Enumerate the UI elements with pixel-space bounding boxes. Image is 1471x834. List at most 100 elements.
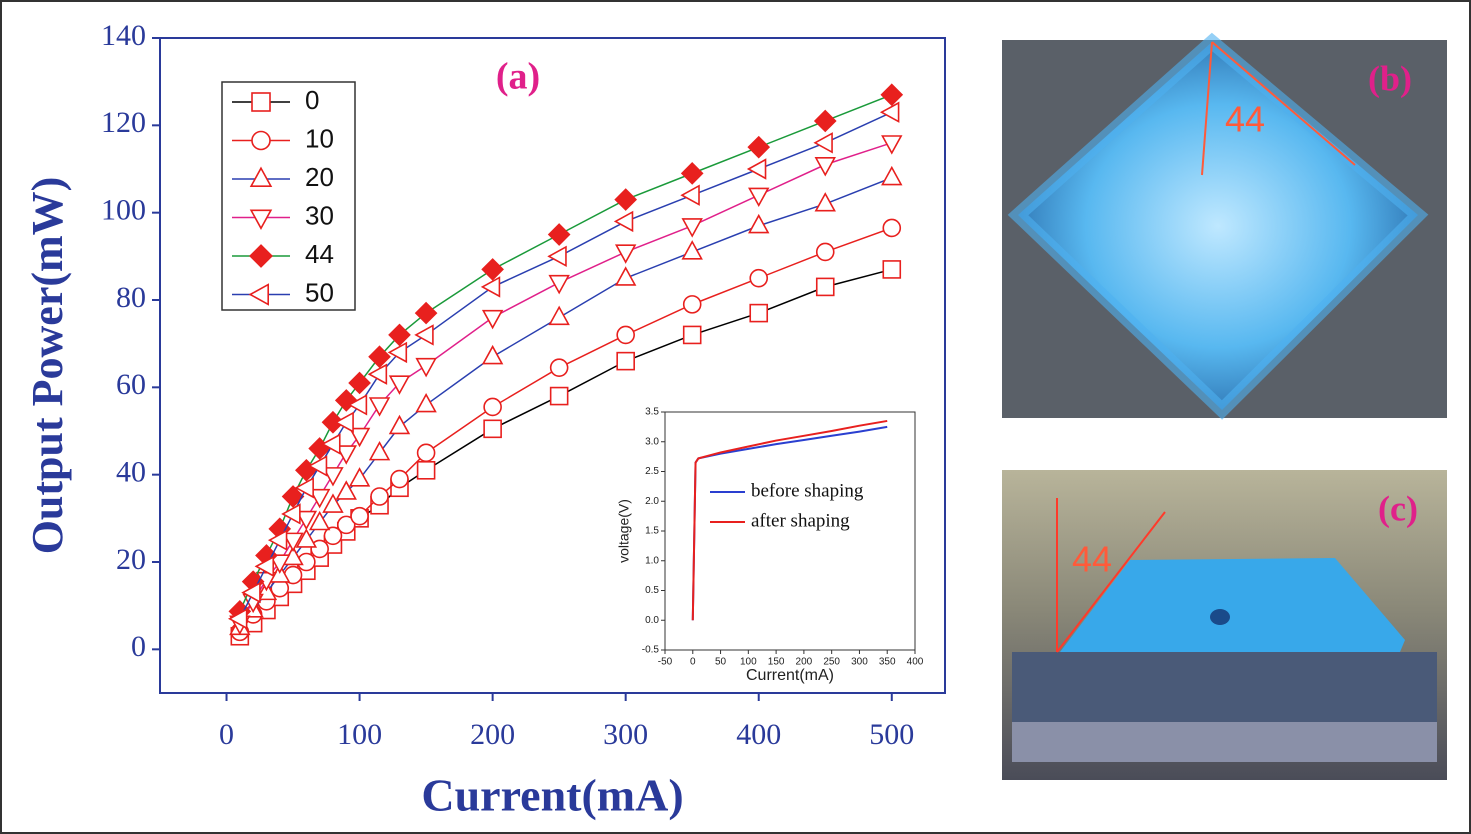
- legend-label: 0: [305, 85, 319, 115]
- marker: [482, 278, 499, 297]
- marker: [390, 416, 409, 433]
- marker: [882, 168, 901, 185]
- y-tick-label: 20: [116, 543, 146, 576]
- marker: [370, 398, 389, 415]
- figure: (b) 44 (c) 44 01002003004005000204060801…: [0, 0, 1471, 834]
- y-tick-label: 120: [101, 106, 146, 139]
- marker: [883, 261, 900, 278]
- marker: [617, 326, 634, 343]
- marker: [418, 444, 435, 461]
- legend-label: 30: [305, 200, 334, 230]
- chart-title: (a): [496, 56, 540, 98]
- legend-label: 10: [305, 123, 334, 153]
- legend-label: 50: [305, 277, 334, 307]
- legend-marker: [252, 132, 270, 150]
- angle-label: 44: [1225, 99, 1265, 140]
- marker: [683, 242, 702, 259]
- legend-marker: [252, 93, 270, 111]
- marker: [750, 305, 767, 322]
- y-tick-label: 1.5: [645, 526, 659, 537]
- marker: [882, 103, 899, 122]
- y-axis-title: Output Power(mW): [23, 177, 72, 555]
- x-axis-title: Current(mA): [746, 667, 834, 684]
- angle-label: 44: [1072, 539, 1112, 580]
- x-tick-label: -50: [658, 657, 673, 668]
- x-tick-label: 100: [740, 657, 757, 668]
- y-axis-title: voltage(V): [616, 499, 632, 563]
- marker: [683, 219, 702, 236]
- marker: [750, 270, 767, 287]
- x-tick-label: 200: [796, 657, 813, 668]
- marker: [615, 189, 635, 209]
- marker: [749, 188, 768, 205]
- x-tick-label: 350: [879, 657, 896, 668]
- x-axis-title: Current(mA): [421, 770, 683, 821]
- marker: [417, 359, 436, 376]
- y-tick-label: 100: [101, 194, 146, 227]
- y-tick-label: 1.0: [645, 555, 659, 566]
- marker: [484, 420, 501, 437]
- legend-label: after shaping: [751, 510, 850, 531]
- marker: [549, 247, 566, 266]
- x-tick-label: 400: [907, 657, 924, 668]
- y-tick-label: 40: [116, 456, 146, 489]
- y-tick-label: 60: [116, 368, 146, 401]
- legend-label: 20: [305, 162, 334, 192]
- y-tick-label: 3.5: [645, 407, 659, 418]
- legend-box: [222, 82, 355, 310]
- x-tick-label: 400: [736, 718, 781, 751]
- y-tick-label: 2.0: [645, 496, 659, 507]
- marker: [615, 212, 632, 231]
- marker: [416, 326, 433, 345]
- marker: [617, 353, 634, 370]
- x-tick-label: 50: [715, 657, 727, 668]
- marker: [682, 186, 699, 205]
- x-tick-label: 300: [603, 718, 648, 751]
- marker: [749, 137, 769, 157]
- marker: [416, 303, 436, 323]
- legend-label: before shaping: [751, 480, 864, 501]
- x-tick-label: 100: [337, 718, 382, 751]
- marker: [389, 343, 406, 362]
- x-tick-label: 250: [823, 657, 840, 668]
- marker: [883, 219, 900, 236]
- marker: [816, 158, 835, 175]
- marker: [749, 160, 766, 179]
- marker: [682, 163, 702, 183]
- marker: [550, 276, 569, 293]
- photo-label: (c): [1378, 488, 1418, 528]
- x-tick-label: 500: [869, 718, 914, 751]
- photo-label: (b): [1368, 58, 1412, 98]
- legend-label: 44: [305, 239, 334, 269]
- y-tick-label: 80: [116, 281, 146, 314]
- x-tick-label: 300: [851, 657, 868, 668]
- marker: [551, 388, 568, 405]
- marker: [551, 359, 568, 376]
- marker: [283, 505, 300, 524]
- marker: [336, 413, 353, 432]
- marker: [815, 133, 832, 152]
- marker: [550, 307, 569, 324]
- marker: [484, 398, 501, 415]
- marker: [483, 347, 502, 364]
- y-tick-label: 0.5: [645, 585, 659, 596]
- y-tick-label: 3.0: [645, 436, 659, 447]
- marker: [483, 311, 502, 328]
- y-tick-label: 0.0: [645, 615, 659, 626]
- x-tick-label: 150: [768, 657, 785, 668]
- marker: [371, 488, 388, 505]
- y-tick-label: 0: [131, 630, 146, 663]
- x-tick-label: 200: [470, 718, 515, 751]
- marker: [817, 243, 834, 260]
- marker: [417, 395, 436, 412]
- marker: [351, 508, 368, 525]
- marker: [815, 111, 835, 131]
- marker: [391, 471, 408, 488]
- x-tick-label: 0: [219, 718, 234, 751]
- marker: [349, 373, 369, 393]
- marker: [817, 278, 834, 295]
- x-tick-label: 0: [690, 657, 696, 668]
- marker: [684, 296, 701, 313]
- marker: [616, 268, 635, 285]
- marker: [549, 224, 569, 244]
